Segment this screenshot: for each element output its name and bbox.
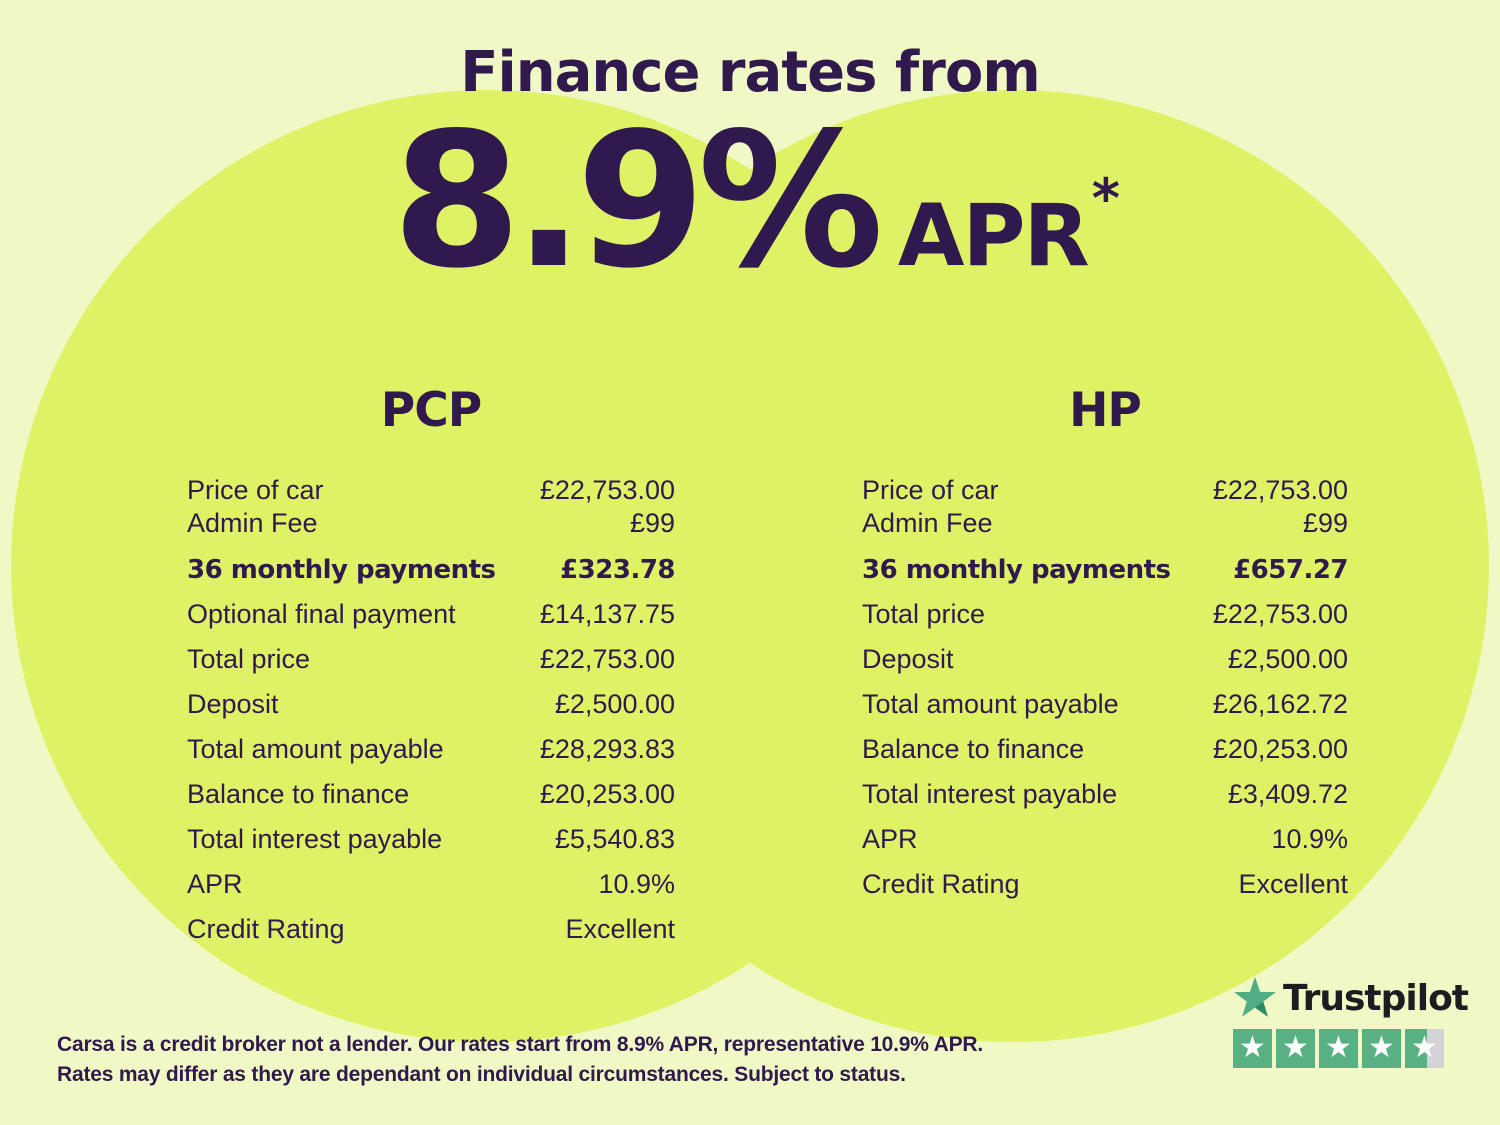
star-icon: ★ bbox=[1282, 1030, 1309, 1064]
star-icon: ★ bbox=[1411, 1030, 1438, 1064]
table-row: Price of car £22,753.00 bbox=[862, 474, 1348, 507]
rate-unit-label: APR bbox=[897, 185, 1090, 286]
star-box-4: ★ bbox=[1362, 1029, 1401, 1068]
row-label: Optional final payment bbox=[187, 599, 456, 629]
table-row: Deposit £2,500.00 bbox=[187, 682, 675, 727]
row-value: Excellent bbox=[1238, 869, 1348, 899]
table-row: Price of car £22,753.00 bbox=[187, 474, 675, 507]
row-label: Admin Fee bbox=[187, 508, 318, 538]
hp-table: HP Price of car £22,753.00 Admin Fee £99… bbox=[862, 380, 1348, 907]
table-row: APR 10.9% bbox=[187, 862, 675, 907]
star-icon: ★ bbox=[1368, 1030, 1395, 1064]
row-label: Credit Rating bbox=[187, 914, 345, 944]
row-label: Deposit bbox=[862, 644, 954, 674]
row-label: 36 monthly payments bbox=[187, 554, 496, 585]
row-value: £5,540.83 bbox=[554, 824, 675, 854]
page-title: Finance rates from bbox=[460, 40, 1040, 105]
trustpilot-star-rating: ★ ★ ★ ★ ★ bbox=[1233, 1029, 1447, 1068]
table-row: Total amount payable £28,293.83 bbox=[187, 727, 675, 772]
rate-unit: APR* bbox=[897, 167, 1120, 286]
hp-title: HP bbox=[1069, 383, 1142, 438]
row-value: £20,253.00 bbox=[539, 779, 675, 809]
row-label: Price of car bbox=[187, 475, 324, 505]
row-value: 10.9% bbox=[598, 869, 675, 899]
row-label: Total price bbox=[862, 599, 986, 629]
rate-asterisk: * bbox=[1091, 166, 1120, 230]
row-label: Balance to finance bbox=[187, 779, 410, 809]
row-label: Total amount payable bbox=[187, 734, 444, 764]
row-label: Deposit bbox=[187, 689, 279, 719]
disclaimer-line-1: Carsa is a credit broker not a lender. O… bbox=[57, 1033, 983, 1056]
row-value: £28,293.83 bbox=[539, 734, 675, 764]
star-icon: ★ bbox=[1325, 1030, 1352, 1064]
row-label: Total price bbox=[187, 644, 311, 674]
row-value: £99 bbox=[1302, 508, 1348, 538]
star-box-2: ★ bbox=[1276, 1029, 1315, 1068]
table-row: APR 10.9% bbox=[862, 817, 1348, 862]
row-value: £20,253.00 bbox=[1212, 734, 1348, 764]
table-row-monthly-payment: 36 monthly payments £657.27 bbox=[862, 547, 1348, 592]
row-label: APR bbox=[862, 824, 918, 854]
table-row-monthly-payment: 36 monthly payments £323.78 bbox=[187, 547, 675, 592]
trustpilot-logo-row: Trustpilot bbox=[1233, 976, 1469, 1020]
trustpilot-star-icon bbox=[1233, 976, 1277, 1020]
table-row: Balance to finance £20,253.00 bbox=[187, 772, 675, 817]
star-icon: ★ bbox=[1239, 1030, 1266, 1064]
row-value: £323.78 bbox=[560, 554, 675, 585]
row-label: APR bbox=[187, 869, 243, 899]
row-label: 36 monthly payments bbox=[862, 554, 1171, 585]
table-row: Total interest payable £3,409.72 bbox=[862, 772, 1348, 817]
star-box-5-partial: ★ bbox=[1405, 1029, 1444, 1068]
row-value: £2,500.00 bbox=[554, 689, 675, 719]
table-row: Deposit £2,500.00 bbox=[862, 637, 1348, 682]
row-value: 10.9% bbox=[1271, 824, 1348, 854]
table-row: Balance to finance £20,253.00 bbox=[862, 727, 1348, 772]
table-row: Total price £22,753.00 bbox=[862, 592, 1348, 637]
headline-block: Finance rates from 8.9% APR* bbox=[0, 42, 1500, 294]
row-label: Credit Rating bbox=[862, 869, 1020, 899]
row-label: Total interest payable bbox=[187, 824, 443, 854]
row-value: Excellent bbox=[565, 914, 675, 944]
pcp-table: PCP Price of car £22,753.00 Admin Fee £9… bbox=[187, 380, 675, 952]
table-row: Admin Fee £99 bbox=[187, 507, 675, 540]
star-box-1: ★ bbox=[1233, 1029, 1272, 1068]
table-row: Admin Fee £99 bbox=[862, 507, 1348, 540]
rate-line: 8.9% APR* bbox=[10, 91, 1500, 309]
row-label: Balance to finance bbox=[862, 734, 1085, 764]
trustpilot-lockup: Trustpilot ★ ★ ★ ★ ★ bbox=[1233, 976, 1469, 1068]
row-label: Admin Fee bbox=[862, 508, 993, 538]
disclaimer-line-2: Rates may differ as they are dependant o… bbox=[57, 1063, 906, 1086]
rate-value: 8.9% bbox=[392, 91, 884, 309]
table-row: Total amount payable £26,162.72 bbox=[862, 682, 1348, 727]
table-row: Optional final payment £14,137.75 bbox=[187, 592, 675, 637]
disclaimer-text: Carsa is a credit broker not a lender. O… bbox=[57, 1030, 983, 1090]
row-value: £26,162.72 bbox=[1212, 689, 1348, 719]
row-value: £22,753.00 bbox=[539, 644, 675, 674]
pcp-title: PCP bbox=[380, 383, 482, 438]
star-box-3: ★ bbox=[1319, 1029, 1358, 1068]
row-label: Total interest payable bbox=[862, 779, 1118, 809]
background-circle-right bbox=[537, 90, 1489, 1042]
row-label: Price of car bbox=[862, 475, 999, 505]
table-row: Total price £22,753.00 bbox=[187, 637, 675, 682]
row-value: £2,500.00 bbox=[1227, 644, 1348, 674]
row-value: £22,753.00 bbox=[1212, 599, 1348, 629]
table-row: Total interest payable £5,540.83 bbox=[187, 817, 675, 862]
row-value: £3,409.72 bbox=[1227, 779, 1348, 809]
row-value: £657.27 bbox=[1233, 554, 1348, 585]
row-value: £99 bbox=[629, 508, 675, 538]
table-row: Credit Rating Excellent bbox=[187, 907, 675, 952]
row-value: £22,753.00 bbox=[539, 475, 675, 505]
trustpilot-wordmark: Trustpilot bbox=[1283, 977, 1469, 1019]
table-row: Credit Rating Excellent bbox=[862, 862, 1348, 907]
row-label: Total amount payable bbox=[862, 689, 1119, 719]
row-value: £22,753.00 bbox=[1212, 475, 1348, 505]
row-value: £14,137.75 bbox=[539, 599, 675, 629]
